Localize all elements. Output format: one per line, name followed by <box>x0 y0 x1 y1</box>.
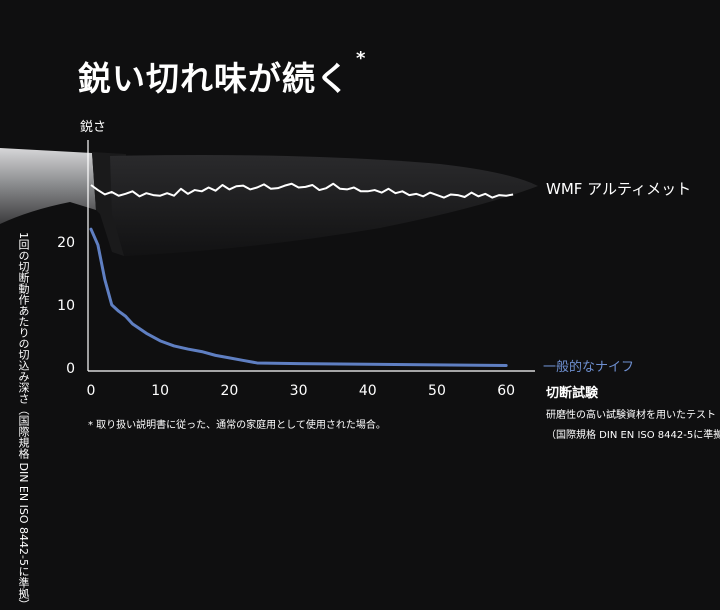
legend-wmf: WMF アルティメット <box>546 180 692 198</box>
title-asterisk: * <box>356 48 367 69</box>
series-wmf-line <box>90 182 514 199</box>
x-axis-label: 切断試験 <box>546 386 599 401</box>
x-axis-detail-2: （国際規格 DIN EN ISO 8442-5に準拠） <box>546 430 720 441</box>
knife-illustration <box>0 148 538 256</box>
x-tick-label: 50 <box>428 383 446 399</box>
chart: 0 10 20 30 40 50 60 0 10 20 <box>0 140 538 399</box>
x-tick-label: 40 <box>359 383 377 399</box>
ticks: 0 10 20 30 40 50 60 0 10 20 <box>57 235 515 399</box>
page-title: 鋭い切れ味が続く* <box>78 48 367 98</box>
x-tick-label: 60 <box>497 383 515 399</box>
x-tick-label: 30 <box>290 383 308 399</box>
y-axis-label: 鋭さ <box>80 120 107 135</box>
x-tick-label: 0 <box>87 383 96 399</box>
series-layer <box>89 182 514 367</box>
y-tick-label: 0 <box>66 361 75 377</box>
footnote: * 取り扱い説明書に従った、通常の家庭用として使用された場合。 <box>88 420 386 431</box>
series-generic-line <box>89 227 508 367</box>
x-tick-label: 10 <box>151 383 169 399</box>
legend-generic: 一般的なナイフ <box>543 360 635 375</box>
knife-handle <box>0 148 96 224</box>
knife-blade <box>110 155 538 256</box>
y-tick-label: 10 <box>57 298 75 314</box>
y-tick-label: 20 <box>57 235 75 251</box>
x-tick-label: 20 <box>220 383 238 399</box>
x-axis-detail-1: 研磨性の高い試験資材を用いたテスト <box>546 410 716 421</box>
axes <box>87 140 535 372</box>
